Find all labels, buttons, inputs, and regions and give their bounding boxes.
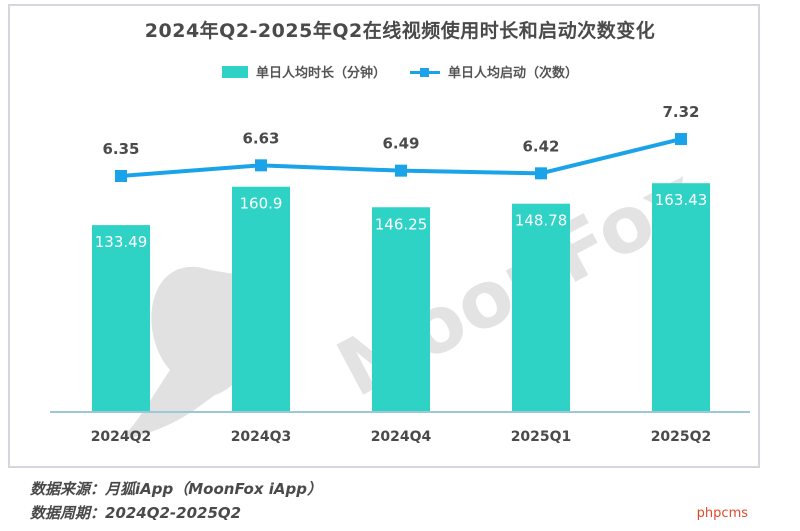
line-value-label: 7.32 — [662, 103, 699, 121]
x-tick-label: 2024Q4 — [371, 429, 432, 445]
line-point-2024Q3 — [255, 159, 267, 172]
chart-legend: 单日人均时长（分钟） 单日人均启动（次数） — [0, 62, 800, 81]
bar-2024Q2 — [92, 225, 150, 412]
x-tick-label: 2025Q1 — [511, 429, 572, 445]
bar-value-label: 146.25 — [375, 215, 428, 233]
line-value-label: 6.63 — [242, 129, 279, 147]
line-value-label: 6.42 — [522, 137, 559, 155]
bar-value-label: 163.43 — [655, 191, 708, 209]
line-point-2025Q2 — [675, 133, 687, 146]
legend-line-swatch — [410, 66, 440, 78]
legend-bar-swatch — [221, 65, 248, 78]
chart-title: 2024年Q2-2025年Q2在线视频使用时长和启动次数变化 — [144, 20, 656, 42]
line-value-label: 6.35 — [102, 140, 139, 158]
footer-period: 数据周期：2024Q2-2025Q2 — [30, 504, 242, 522]
x-tick-label: 2025Q2 — [651, 429, 712, 445]
legend-item-launches: 单日人均启动（次数） — [410, 62, 578, 81]
bar-2024Q4 — [372, 207, 430, 412]
bar-value-label: 148.78 — [515, 212, 568, 230]
line-point-2024Q2 — [115, 170, 127, 182]
x-tick-label: 2024Q3 — [231, 429, 292, 445]
bar-2025Q2 — [652, 183, 710, 412]
line-value-label: 6.49 — [382, 135, 419, 153]
watermark-logo-icon — [120, 266, 260, 440]
line-point-2025Q1 — [535, 167, 547, 180]
legend-label-duration: 单日人均时长（分钟） — [255, 66, 386, 81]
bar-2024Q3 — [232, 186, 290, 412]
bar-value-label: 133.49 — [95, 233, 148, 251]
legend-label-launches: 单日人均启动（次数） — [448, 66, 579, 81]
corner-watermark: phpcms — [696, 506, 748, 521]
legend-item-duration: 单日人均时长（分钟） — [221, 62, 386, 81]
line-point-2024Q4 — [395, 164, 407, 177]
bar-2025Q1 — [512, 203, 570, 412]
bar-value-label: 160.9 — [240, 195, 283, 213]
footer-source: 数据来源：月狐iApp（MoonFox iApp） — [30, 480, 322, 498]
x-tick-label: 2024Q2 — [91, 429, 152, 445]
